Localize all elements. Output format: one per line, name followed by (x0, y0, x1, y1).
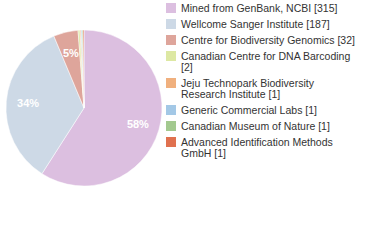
chart: 58% 34% 5% Mined from GenBank, NCBI [315] We… (0, 0, 380, 240)
legend-item: Generic Commercial Labs [1] (166, 104, 317, 116)
legend-swatch (166, 105, 176, 115)
legend-label: Canadian Museum of Nature [1] (181, 120, 330, 132)
pie-slice (82, 30, 84, 108)
legend-label: Advanced Identification MethodsGmbH [1] (181, 136, 333, 159)
legend-item: Centre for Biodiversity Genomics [32] (166, 34, 355, 46)
data-label: 5% (63, 47, 79, 59)
data-label: 58% (127, 118, 149, 130)
legend-label: Mined from GenBank, NCBI [315] (181, 2, 337, 14)
legend-swatch (166, 137, 176, 147)
pie-slice (54, 30, 84, 108)
legend-swatch (166, 78, 176, 88)
legend-swatch (166, 19, 176, 29)
legend-label: Wellcome Sanger Institute [187] (181, 18, 330, 30)
data-label: 34% (17, 97, 39, 109)
legend-swatch (166, 3, 176, 13)
pie (6, 30, 162, 186)
legend-item: Advanced Identification MethodsGmbH [1] (166, 136, 333, 159)
legend-item: Canadian Museum of Nature [1] (166, 120, 330, 132)
legend-swatch (166, 35, 176, 45)
data-labels: 58% 34% 5% (17, 47, 149, 129)
legend-swatch (166, 51, 176, 61)
legend-item: Wellcome Sanger Institute [187] (166, 18, 330, 30)
legend-item: Jeju Technopark BiodiversityResearch Ins… (166, 77, 315, 100)
legend-label: Canadian Centre for DNA Barcoding[2] (181, 50, 350, 73)
legend-item: Canadian Centre for DNA Barcoding[2] (166, 50, 350, 73)
legend-item: Mined from GenBank, NCBI [315] (166, 2, 337, 14)
pie-slice (81, 30, 84, 108)
legend-label: Jeju Technopark BiodiversityResearch Ins… (181, 77, 315, 100)
pie-slice (80, 30, 84, 108)
pie-slice (78, 30, 84, 108)
legend-swatch (166, 121, 176, 131)
legend-label: Generic Commercial Labs [1] (181, 104, 317, 116)
legend-label: Centre for Biodiversity Genomics [32] (181, 34, 355, 46)
pie-slice (6, 36, 84, 174)
legend: Mined from GenBank, NCBI [315] Wellcome S… (166, 2, 355, 159)
pie-slice (83, 30, 85, 108)
